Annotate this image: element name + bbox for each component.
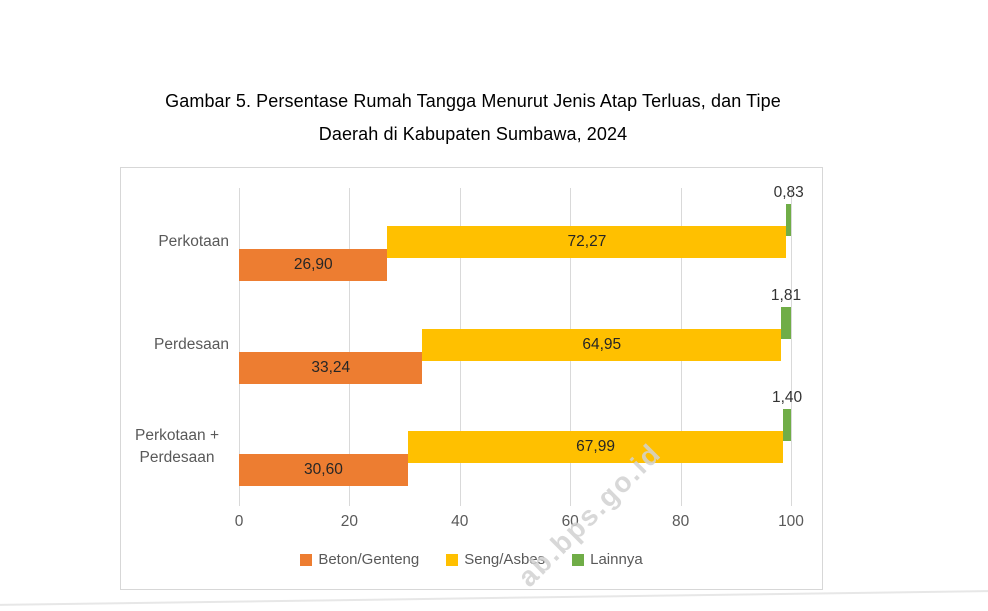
category-label: Perdesaan <box>125 315 229 375</box>
page-edge-line <box>0 590 988 606</box>
beton-genteng-bar-perkotaan <box>239 249 388 281</box>
seng-asbes-bar-perkotaan <box>387 226 787 258</box>
bar-value-label: 1,40 <box>771 389 803 406</box>
legend-item-lainnya: Lainnya <box>572 551 643 568</box>
gridline <box>349 188 351 506</box>
figure-title: Gambar 5. Persentase Rumah Tangga Menuru… <box>0 85 946 151</box>
axis-tick-label: 40 <box>451 513 469 530</box>
category-label: Perkotaan <box>125 212 229 272</box>
legend-swatch-icon <box>300 553 313 566</box>
legend-item-beton-genteng: Beton/Genteng <box>300 551 419 568</box>
beton-genteng-bar-perdesaan <box>239 352 423 384</box>
bar-value-label: 1,81 <box>770 287 802 304</box>
bar-value-label: 26,90 <box>293 256 333 273</box>
bar-value-label: 72,27 <box>567 233 607 250</box>
chart-container: 0 20 40 60 80 100 26,90 72,27 0,83 Perkotaan 33,24… <box>120 167 823 590</box>
legend-label: Seng/Asbes <box>464 551 546 568</box>
bar-value-label: 67,99 <box>576 438 615 455</box>
axis-tick-label: 60 <box>561 513 579 530</box>
category-label-text: Perkotaan <box>158 232 229 250</box>
bar-value-label: 33,24 <box>311 359 351 376</box>
figure-title-line2: Daerah di Kabupaten Sumbawa, 2024 <box>318 124 628 144</box>
lainnya-bar-perkotaan <box>786 204 791 236</box>
seng-asbes-bar-perkotaan-perdesaan <box>407 431 784 463</box>
axis-tick-label: 80 <box>671 513 690 530</box>
legend-item-seng-asbes: Seng/Asbes <box>446 551 545 568</box>
lainnya-bar-perkotaan-perdesaan <box>783 409 791 441</box>
legend-swatch-icon <box>446 553 459 566</box>
figure-title-line1: Gambar 5. Persentase Rumah Tangga Menuru… <box>165 91 781 111</box>
gridline <box>239 188 240 506</box>
category-label-text: Perdesaan <box>154 335 229 353</box>
bar-value-label: 64,95 <box>582 336 622 353</box>
legend-label: Beton/Genteng <box>318 551 420 568</box>
lainnya-bar-perdesaan <box>781 307 791 339</box>
axis-tick-label: 20 <box>340 513 359 530</box>
axis-tick-label: 0 <box>234 513 244 530</box>
legend-swatch-icon <box>572 553 585 566</box>
category-label-text: Perkotaan + Perdesaan <box>134 426 220 466</box>
bar-value-label: 30,60 <box>304 461 343 478</box>
bar-value-label: 0,83 <box>773 184 804 201</box>
chart-legend: Beton/Genteng Seng/Asbes Lainnya <box>121 551 822 568</box>
seng-asbes-bar-perdesaan <box>422 329 781 361</box>
legend-label: Lainnya <box>590 551 643 568</box>
axis-tick-label: 100 <box>778 513 804 530</box>
category-label: Perkotaan + Perdesaan <box>125 417 229 477</box>
gridline <box>791 188 792 506</box>
beton-genteng-bar-perkotaan-perdesaan <box>239 454 408 486</box>
